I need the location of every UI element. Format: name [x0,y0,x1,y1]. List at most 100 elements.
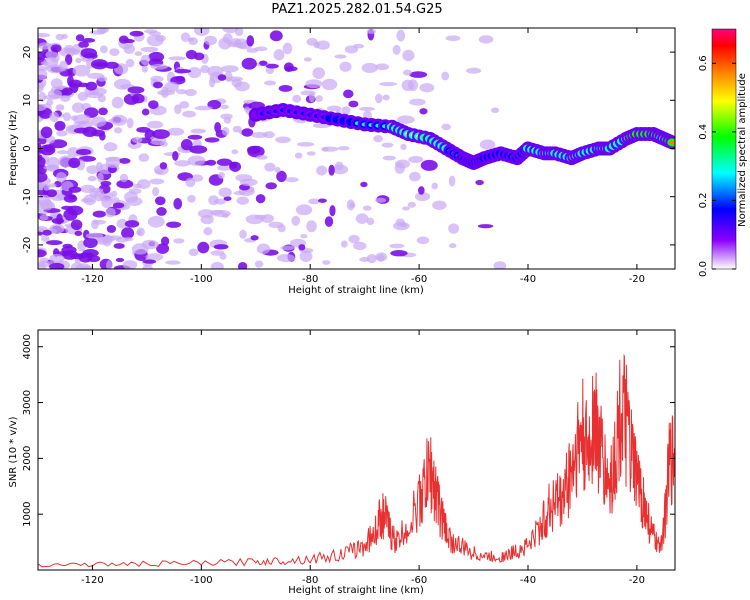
spectrogram-noise-cell [62,112,71,122]
spectrogram-noise-cell [38,171,48,183]
snr-ytick-label: 3000 [22,390,33,415]
spectrogram-noise-cell [65,54,73,66]
spectrogram-noise-cell [189,145,208,154]
spectrogram-noise-cell [190,128,207,134]
spectrogram-noise-cell [329,205,336,217]
spectrogram-noise-cell [479,139,496,150]
spectrogram-xtick-label: -120 [81,274,104,285]
spectrogram-noise-cell [316,40,330,50]
spectrogram-noise-cell [51,217,65,224]
spectrogram-noise-cell [91,219,99,230]
spectrogram-noise-cell [221,126,230,136]
spectrogram-noise-cell [187,134,203,140]
spectrogram-noise-cell [136,230,143,236]
spectrogram-noise-cell [119,173,129,183]
spectrogram-ytick-label: -10 [22,189,33,205]
spectrogram-noise-cell [343,89,354,99]
spectrogram-noise-cell [392,44,401,55]
spectrogram-noise-cell [38,68,48,81]
spectrogram-noise-cell [432,200,447,211]
spectrogram-noise-cell [225,76,244,82]
spectrogram-noise-cell [115,257,125,263]
spectrogram-noise-cell [56,130,68,137]
spectrogram-noise-cell [229,161,242,172]
spectrogram-noise-cell [70,219,83,231]
spectrogram-noise-cell [379,81,397,87]
spectrogram-noise-cell [265,63,279,69]
spectrogram-noise-cell [75,57,82,64]
spectrogram-noise-cell [223,196,232,201]
spectrogram-noise-cell [113,243,125,249]
spectrogram-noise-cell [40,61,49,66]
spectrogram-noise-cell [353,241,367,251]
spectrogram-noise-cell [62,243,73,249]
spectrogram-noise-cell [55,171,67,183]
spectrogram-plot-area [38,28,675,269]
spectrogram-noise-cell [401,79,414,92]
spectrogram-noise-cell [68,194,76,200]
spectrogram-noise-cell [208,76,216,88]
spectrogram-noise-cell [493,261,507,269]
spectrogram-noise-cell [49,111,60,122]
spectrogram-noise-cell [282,42,293,55]
spectrogram-noise-cell [159,162,168,170]
spectrogram-noise-cell [38,226,48,232]
spectrogram-noise-cell [346,199,355,211]
spectrogram-noise-cell [222,213,229,218]
snr-y-label: SNR (10 * v/v) [8,416,19,487]
spectrogram-noise-cell [441,123,452,131]
spectrogram-noise-cell [80,48,97,59]
spectrogram-y-axis: -20 -10 0 10 20 [22,46,675,253]
spectrogram-noise-cell [118,157,131,164]
spectrogram-noise-cell [203,227,213,236]
spectrogram-noise-cell [419,108,428,115]
spectrogram-noise-cell [381,142,394,148]
spectrogram-noise-cell [38,262,46,269]
spectrogram-noise-cell [241,128,254,137]
spectrogram-noise-cell [42,229,52,236]
spectrogram-noise-cell [268,221,284,229]
spectrogram-noise-cell [111,96,124,109]
colorbar-label: Normalized spectral amplitude [737,73,748,227]
spectrogram-noise-cell [263,131,275,139]
spectrogram-noise-cell [217,74,227,81]
spectrogram-noise-cell [298,244,306,251]
spectrogram-noise-cell [39,214,49,221]
spectrogram-noise-cell [100,180,112,187]
spectrogram-noise-cell [149,178,165,185]
spectrogram-noise-cell [210,261,224,269]
spectrogram-noise-cell [306,151,316,156]
snr-x-label: Height of straight line (km) [288,585,424,596]
spectrogram-noise-cell [93,190,105,202]
spectrogram-noise-cell [63,208,78,221]
spectrogram-noise-cell [340,240,348,248]
spectrogram-noise-cell [237,261,248,269]
spectrogram-noise-cell [76,253,90,258]
spectrogram-noise-cell [38,103,47,111]
spectrogram-noise-cell [217,172,225,179]
spectrogram-noise-cell [97,172,104,183]
spectrogram-noise-cell [96,28,107,35]
colorbar-tick-label: 0.4 [698,124,709,140]
spectrogram-noise-cell [409,71,428,78]
spectrogram-xtick-label: -80 [302,274,318,285]
spectrogram-noise-cell [146,120,164,129]
snr-xtick-label: -100 [190,575,213,586]
spectrogram-noise-cell [308,198,320,205]
spectrogram-noise-cell [43,184,50,191]
spectrogram-noise-cell [362,205,372,211]
snr-ytick-label: 2000 [22,446,33,471]
spectrogram-noise-cell [232,125,242,133]
spectrogram-x-label: Height of straight line (km) [288,285,424,296]
spectrogram-noise-cell [90,116,107,127]
spectrogram-noise-cell [91,129,105,137]
spectrogram-noise-cell [360,181,368,188]
spectrogram-noise-cell [103,142,118,152]
spectrogram-noise-cell [400,143,407,150]
spectrogram-noise-cell [239,229,247,239]
spectrogram-noise-cell [402,49,415,62]
spectrogram-noise-cell [255,194,266,204]
spectrogram-noise-cell [136,126,151,133]
spectrogram-noise-cell [72,64,91,77]
spectrogram-noise-cell [477,224,494,229]
